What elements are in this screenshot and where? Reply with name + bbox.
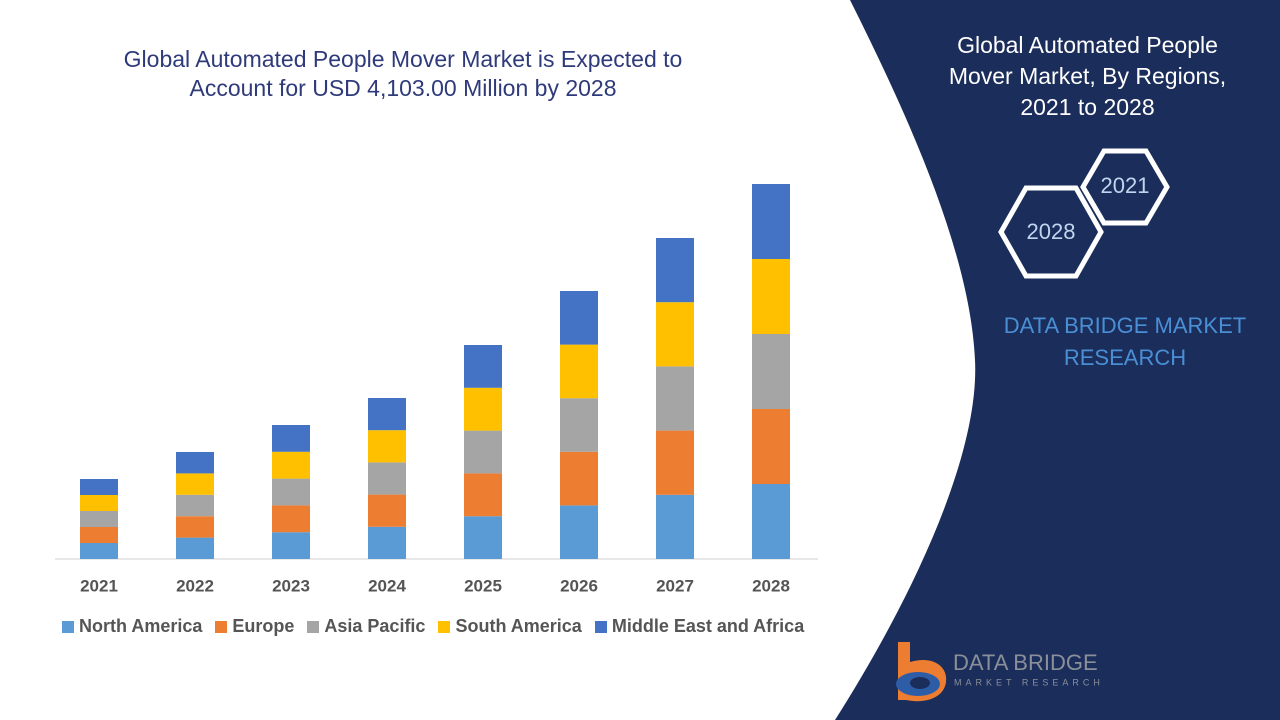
bar-segment	[560, 398, 598, 452]
bar-segment	[176, 516, 214, 538]
bar-segment	[752, 484, 790, 559]
legend: North America Europe Asia Pacific South Ame…	[62, 616, 804, 637]
bar-segment	[272, 478, 310, 506]
x-tick-label: 2022	[176, 576, 214, 595]
bar-segment	[752, 334, 790, 409]
legend-item: North America	[62, 616, 202, 637]
bar-segment	[464, 516, 502, 559]
x-tick-label: 2026	[560, 576, 598, 595]
bar-segment	[464, 345, 502, 388]
bar-segment	[176, 473, 214, 495]
legend-label: South America	[455, 616, 582, 636]
logo-name: DATA BRIDGE	[953, 650, 1098, 675]
bar-segment	[368, 494, 406, 527]
bar-segment	[80, 527, 118, 543]
x-tick-label: 2025	[464, 576, 502, 595]
x-tick-label: 2024	[368, 576, 406, 595]
legend-swatch	[62, 620, 74, 633]
bar-segment	[176, 494, 214, 517]
legend-label: North America	[79, 616, 203, 636]
bar-segment	[464, 430, 502, 474]
x-tick-label: 2027	[656, 576, 694, 595]
chart-title: Global Automated People Mover Market is …	[123, 46, 683, 101]
side-panel	[835, 0, 1280, 720]
bar-segment	[752, 184, 790, 259]
logo-icon	[896, 642, 947, 702]
bar-segment	[752, 409, 790, 484]
bar-segment	[272, 532, 310, 559]
bar-segment	[368, 398, 406, 431]
bar-segment	[176, 537, 214, 559]
legend-label: Europe	[232, 616, 295, 636]
x-tick-label: 2023	[272, 576, 310, 595]
bar-segment	[656, 494, 694, 559]
bar-segment	[176, 452, 214, 474]
hexagon-label: 2028	[1027, 219, 1076, 244]
logo-tagline: MARKET RESEARCH	[954, 677, 1104, 687]
legend-swatch	[307, 620, 320, 633]
legend-item: Europe	[215, 616, 294, 637]
bar-segment	[80, 495, 118, 511]
legend-item: Asia Pacific	[307, 616, 425, 637]
hexagon	[998, 185, 1104, 279]
brand: DATA BRIDGE MARKET RESEARCH	[1003, 313, 1247, 370]
legend-item: Middle East and Africa	[594, 616, 805, 637]
bar-segment	[368, 430, 406, 463]
bar-segment	[656, 366, 694, 431]
bar-segment	[272, 451, 310, 479]
hexagon	[1080, 148, 1170, 226]
legend-swatch	[215, 620, 228, 633]
bar-segment	[656, 430, 694, 495]
legend-item: South America	[438, 616, 582, 637]
bar-segment	[752, 259, 790, 334]
legend-label: Asia Pacific	[324, 616, 426, 636]
legend-swatch	[594, 620, 607, 633]
legend-label: Middle East and Africa	[611, 616, 805, 636]
bar-segment	[80, 543, 118, 559]
bar-segment	[656, 302, 694, 367]
x-tick-label: 2021	[80, 576, 118, 595]
bar-segment	[560, 505, 598, 559]
bar-segment	[272, 425, 310, 452]
panel-title: Global Automated People Mover Market, By…	[948, 32, 1227, 120]
bar-segment	[368, 526, 406, 559]
bar-segment	[464, 473, 502, 517]
bar-segment	[80, 511, 118, 527]
bar-segment	[560, 344, 598, 399]
x-tick-label: 2028	[752, 576, 790, 595]
bar-segment	[656, 238, 694, 303]
bar-segment	[560, 291, 598, 345]
bar-segment	[464, 387, 502, 431]
bar-segment	[560, 451, 598, 506]
bar-segment	[368, 462, 406, 495]
bar-segment	[80, 479, 118, 495]
hexagon-label: 2021	[1101, 173, 1150, 198]
bar-segment	[272, 505, 310, 533]
legend-swatch	[438, 620, 451, 633]
